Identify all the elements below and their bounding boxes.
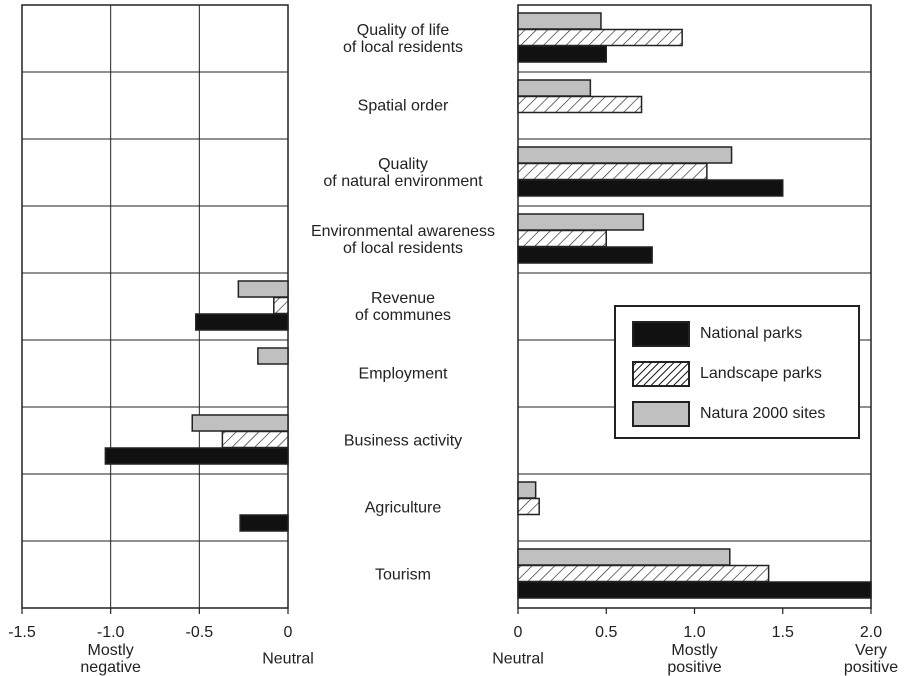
bar	[517, 179, 784, 197]
x-tick-label: 0.5	[595, 624, 617, 641]
legend-swatch	[632, 361, 690, 387]
bar	[517, 28, 683, 47]
x-tick-label: -1.5	[8, 624, 36, 641]
bar	[195, 313, 289, 331]
bar	[517, 45, 607, 63]
bar	[517, 95, 643, 114]
category-label: Tourism	[374, 566, 432, 583]
bar	[517, 213, 645, 231]
bar	[517, 12, 602, 30]
bar	[517, 162, 708, 181]
legend: National parks Landscape parks Natura 2000…	[614, 305, 860, 439]
legend-entry: Natura 2000 sites	[632, 399, 825, 429]
x-tick-label: 0	[514, 624, 523, 641]
bar	[517, 564, 770, 583]
x-tick-label: -1.0	[97, 624, 125, 641]
x-tick-label: 1.0	[683, 624, 705, 641]
legend-label: Landscape parks	[700, 365, 822, 382]
legend-label: National parks	[700, 325, 803, 342]
bar	[221, 430, 289, 449]
axis-annotation: Very positive	[843, 642, 899, 676]
legend-entry: Landscape parks	[632, 359, 822, 389]
legend-swatch	[632, 401, 690, 427]
legend-entry: National parks	[632, 319, 802, 349]
category-label: Quality of life of local residents	[342, 21, 464, 56]
bar	[517, 146, 733, 164]
legend-swatch	[632, 321, 690, 347]
bar	[517, 229, 607, 248]
x-tick-label: -0.5	[186, 624, 214, 641]
bar	[517, 497, 540, 516]
bar	[273, 296, 289, 315]
category-label: Agriculture	[364, 499, 442, 516]
axis-annotation: Neutral	[492, 650, 544, 668]
bar	[237, 280, 289, 298]
legend-label: Natura 2000 sites	[700, 405, 826, 422]
category-label: Quality of natural environment	[323, 155, 483, 190]
bar	[257, 347, 289, 365]
category-label: Spatial order	[357, 97, 449, 114]
category-label: Employment	[358, 365, 448, 382]
bar	[517, 481, 537, 499]
bar	[517, 79, 592, 97]
bar	[517, 246, 653, 264]
axis-annotation: Mostly positive	[667, 642, 722, 676]
category-label: Environmental awareness of local residen…	[310, 222, 496, 257]
bar	[239, 514, 289, 532]
bar	[191, 414, 289, 432]
bar	[517, 581, 872, 599]
x-tick-label: 1.5	[772, 624, 794, 641]
bar	[104, 447, 289, 465]
axis-annotation: Neutral	[262, 650, 314, 668]
x-tick-label: 2.0	[860, 624, 882, 641]
bar	[517, 548, 731, 566]
category-label: Business activity	[343, 432, 463, 449]
category-label: Revenue of communes	[354, 289, 452, 324]
axis-annotation: Mostly negative	[80, 642, 141, 676]
x-tick-label: 0	[284, 624, 293, 641]
